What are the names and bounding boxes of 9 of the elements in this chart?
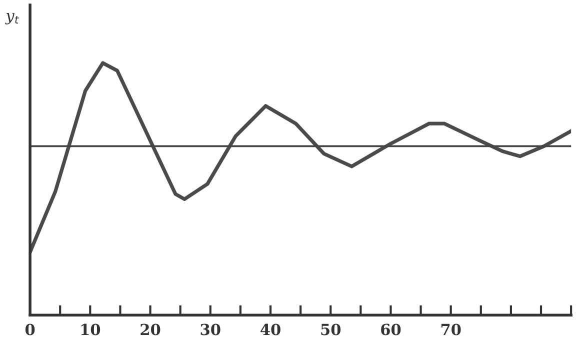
x-tick-label: 40 xyxy=(260,324,280,336)
x-tick-label: 50 xyxy=(321,324,341,336)
x-tick-label: 10 xyxy=(81,324,100,336)
y-axis-title: y$_{t}$ xyxy=(5,13,20,24)
x-tick-label: 60 xyxy=(381,324,401,336)
x-tick-label: 30 xyxy=(200,324,220,336)
x-tick-label: 0 xyxy=(25,324,35,336)
x-tick-label: 20 xyxy=(140,324,160,336)
x-tick-label: 70 xyxy=(441,324,461,336)
